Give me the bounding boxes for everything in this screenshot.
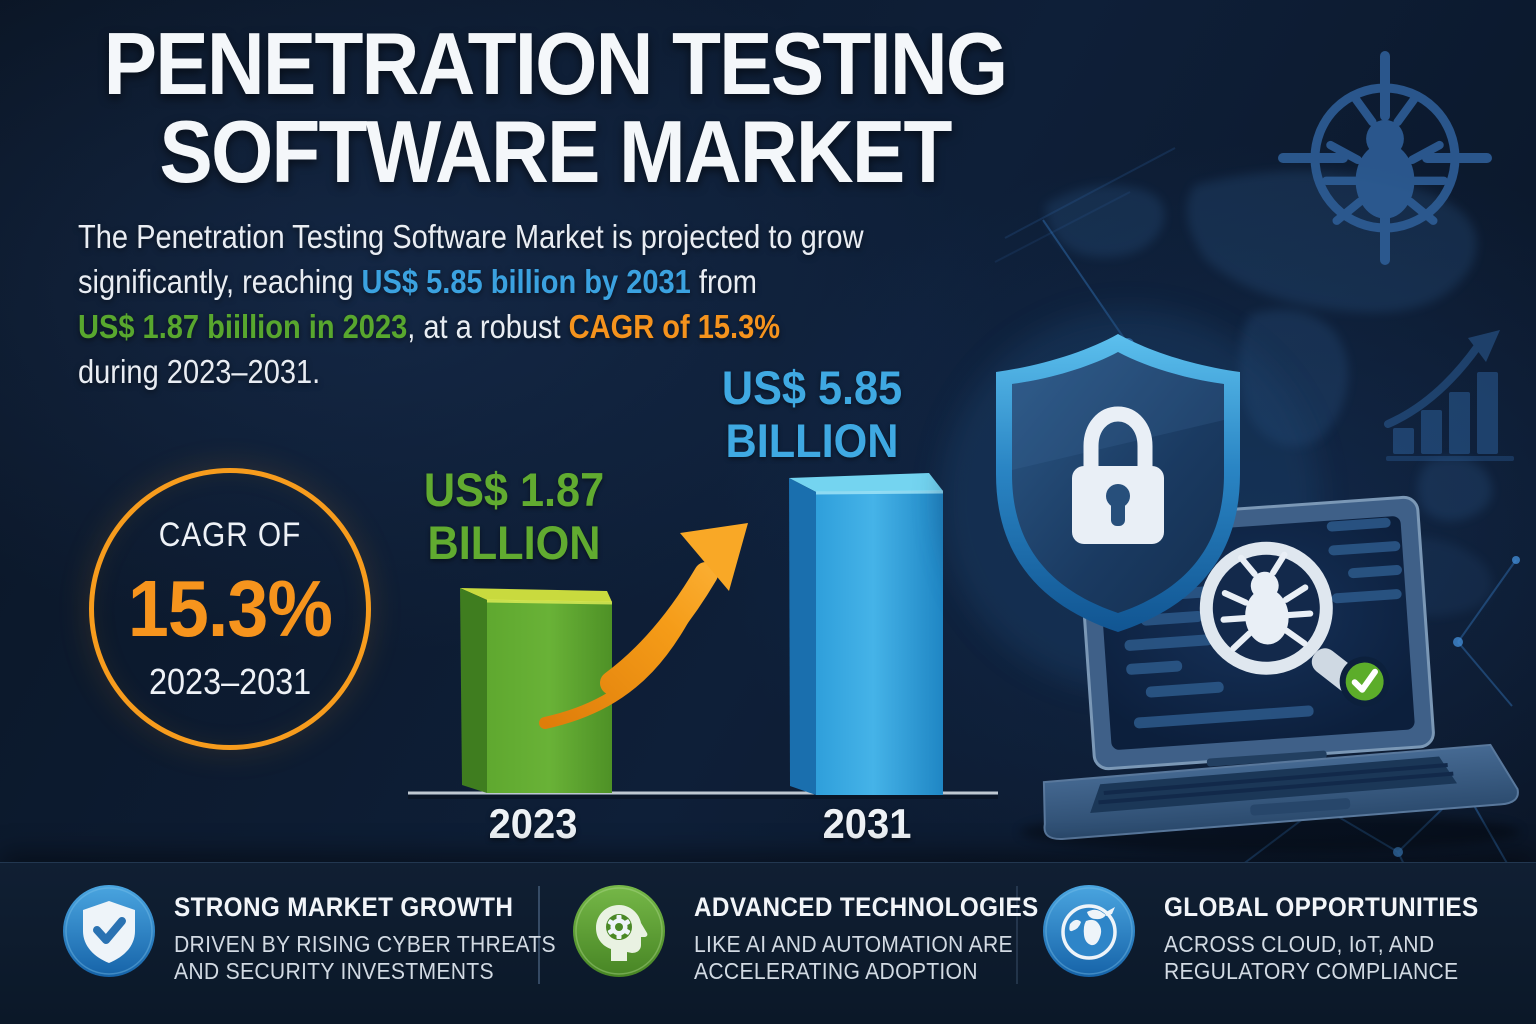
growth-chart-icon xyxy=(1384,330,1514,461)
page-title: PENETRATION TESTING SOFTWARE MARKET xyxy=(86,20,1023,196)
bar-value-label-2023: US$ 1.87 BILLION xyxy=(423,463,605,569)
screen-code-lines xyxy=(1119,517,1402,729)
feature-divider-2 xyxy=(1016,886,1018,984)
highlight-cagr: CAGR of 15.3% xyxy=(568,308,781,345)
padlock-icon xyxy=(1072,406,1164,544)
highlight-2031-value: US$ 5.85 billion by 2031 xyxy=(361,263,691,300)
intro-line-2: significantly, reaching US$ 5.85 billion… xyxy=(78,263,757,300)
feature-1-line-2: AND SECURITY INVESTMENTS xyxy=(174,958,494,984)
intro-line-1: The Penetration Testing Software Market … xyxy=(78,218,864,255)
globe-icon xyxy=(1043,885,1135,977)
growth-arrow xyxy=(539,523,748,729)
title-line-2: SOFTWARE MARKET xyxy=(159,102,952,201)
feature-3-line-1: ACROSS CLOUD, IoT, AND xyxy=(1164,931,1435,957)
intro-line-4: during 2023–2031. xyxy=(78,353,321,390)
cagr-value: 15.3% xyxy=(127,563,333,653)
cagr-period: 2023–2031 xyxy=(148,660,312,702)
cagr-badge: CAGR OF 15.3% 2023–2031 xyxy=(89,468,371,750)
intro-paragraph: The Penetration Testing Software Market … xyxy=(78,214,940,394)
ai-head-icon xyxy=(573,885,665,977)
bug-target-icon xyxy=(1278,51,1492,265)
blue-bar-2031 xyxy=(789,473,944,795)
shield-lock-icon xyxy=(996,334,1240,632)
bar-value-label-2031: US$ 5.85 BILLION xyxy=(721,361,903,467)
feature-1-title: STRONG MARKET GROWTH xyxy=(174,892,514,922)
green-bar-2023 xyxy=(460,588,613,793)
feature-2-line-2: ACCELERATING ADOPTION xyxy=(694,958,978,984)
x-axis-label-2031: 2031 xyxy=(822,800,912,847)
shield-check-icon xyxy=(63,885,155,977)
features-bar xyxy=(0,862,1536,1024)
feature-3-line-2: REGULATORY COMPLIANCE xyxy=(1164,958,1459,984)
title-line-1: PENETRATION TESTING xyxy=(103,14,1009,113)
feature-divider-1 xyxy=(538,886,540,984)
feature-3-title: GLOBAL OPPORTUNITIES xyxy=(1164,892,1479,922)
intro-line-3: US$ 1.87 biillion in 2023, at a robust C… xyxy=(78,308,781,345)
feature-1: STRONG MARKET GROWTH DRIVEN BY RISING CY… xyxy=(174,892,556,985)
x-axis-label-2023: 2023 xyxy=(488,800,578,847)
feature-3: GLOBAL OPPORTUNITIES ACROSS CLOUD, IoT, … xyxy=(1164,892,1479,985)
cagr-label: CAGR OF xyxy=(158,515,302,554)
bar-chart xyxy=(408,473,998,799)
check-icon xyxy=(1339,656,1390,707)
feature-2-line-1: LIKE AI AND AUTOMATION ARE xyxy=(694,931,1013,957)
feature-2: ADVANCED TECHNOLOGIES LIKE AI AND AUTOMA… xyxy=(694,892,1039,985)
feature-1-line-1: DRIVEN BY RISING CYBER THREATS xyxy=(174,931,556,957)
feature-2-title: ADVANCED TECHNOLOGIES xyxy=(694,892,1039,922)
highlight-2023-value: US$ 1.87 biillion in 2023 xyxy=(78,308,408,345)
